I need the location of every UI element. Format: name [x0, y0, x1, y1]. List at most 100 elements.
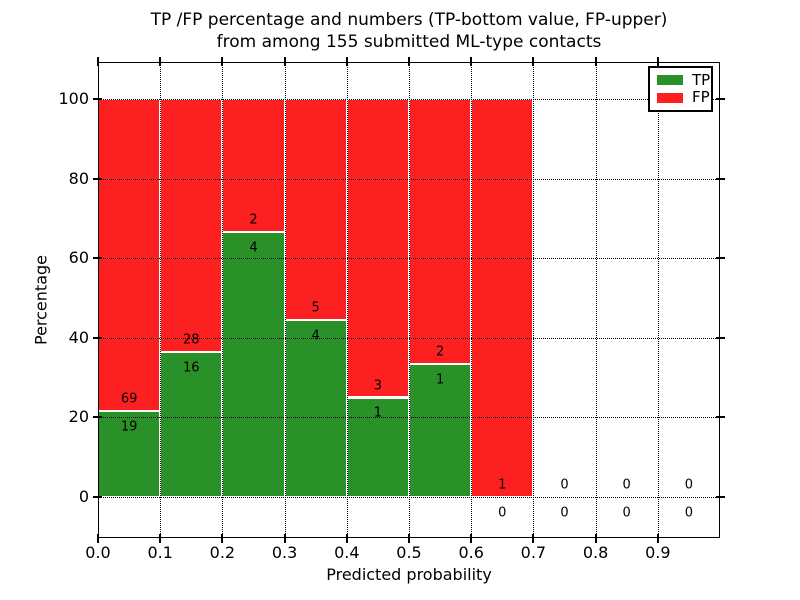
chart-title: TP /FP percentage and numbers (TP-bottom… — [98, 9, 720, 53]
x-axis-label: Predicted probability — [326, 565, 492, 584]
plot-area: 69 19 28 16 2 4 5 4 3 1 2 1 1 0 0 0 0 0 0 0 — [98, 62, 720, 538]
x-tick-mark — [159, 534, 162, 543]
x-tick-mark — [408, 534, 410, 543]
x-tick-mark-top — [532, 57, 535, 66]
fp-count-label: 0 — [560, 477, 569, 493]
vertical-gridline — [657, 62, 659, 538]
fp-count-label: 1 — [498, 477, 507, 493]
y-tick-label: 100 — [58, 89, 89, 108]
y-tick-mark — [93, 257, 102, 260]
y-tick-mark — [93, 336, 102, 339]
x-tick-label: 0.9 — [645, 543, 671, 562]
vertical-gridline — [409, 62, 410, 538]
y-tick-mark-right — [716, 496, 725, 498]
vertical-gridline — [533, 62, 535, 538]
fp-count-label: 3 — [373, 378, 383, 394]
fp-count-label: 28 — [183, 332, 200, 348]
x-tick-label: 0.7 — [520, 543, 547, 562]
y-tick-mark — [93, 98, 102, 100]
legend-entry-fp: FP — [657, 90, 710, 105]
y-tick-mark-right — [716, 98, 725, 100]
x-tick-mark-top — [97, 57, 99, 66]
x-tick-mark — [532, 534, 535, 543]
chart-title-line2: from among 155 submitted ML-type contact… — [216, 32, 602, 52]
y-tick-mark-right — [716, 336, 725, 339]
tp-count-label: 4 — [249, 240, 258, 256]
x-tick-mark-top — [345, 57, 348, 66]
legend-label-tp: TP — [692, 70, 711, 89]
tp-count-label: 4 — [311, 328, 320, 344]
x-tick-mark-top — [594, 57, 597, 66]
fp-count-label: 0 — [622, 477, 631, 493]
x-tick-label: 0.5 — [396, 543, 422, 562]
x-tick-mark-top — [470, 57, 473, 66]
y-tick-label: 20 — [68, 407, 89, 427]
y-tick-label: 0 — [78, 487, 89, 506]
x-tick-mark-top — [159, 57, 162, 66]
bar-segment-fp — [98, 99, 161, 412]
y-tick-mark-right — [716, 416, 725, 419]
vertical-gridline — [595, 62, 597, 538]
x-tick-label: 0.4 — [334, 543, 360, 562]
fp-count-label: 5 — [311, 300, 320, 316]
vertical-gridline — [222, 62, 224, 538]
bars-layer — [98, 62, 720, 538]
y-tick-mark-right — [716, 257, 725, 260]
legend-entry-tp: TP — [657, 72, 710, 88]
fp-count-label: 69 — [120, 391, 138, 407]
x-tick-mark-top — [408, 57, 410, 66]
bar-segment-fp — [346, 99, 409, 398]
tp-count-label: 1 — [373, 405, 383, 421]
horizontal-gridline — [98, 258, 720, 260]
legend: TP FP — [648, 66, 713, 112]
x-tick-mark — [345, 534, 348, 543]
x-tick-mark-top — [283, 57, 286, 66]
y-tick-label: 80 — [68, 168, 89, 188]
x-tick-mark-top — [656, 57, 659, 66]
horizontal-gridline — [98, 99, 720, 100]
bar-segment-fp — [284, 99, 347, 321]
fp-count-label: 2 — [435, 344, 445, 360]
fp-count-label: 0 — [684, 477, 694, 493]
x-tick-label: 0.3 — [271, 543, 298, 562]
vertical-gridline — [284, 62, 286, 538]
x-tick-label: 0.1 — [147, 543, 173, 562]
horizontal-gridline — [98, 417, 720, 419]
x-tick-label: 0.0 — [85, 543, 111, 562]
y-tick-mark — [93, 496, 102, 498]
horizontal-gridline — [98, 497, 720, 498]
x-tick-mark — [470, 534, 473, 543]
horizontal-gridline — [98, 178, 720, 180]
x-tick-mark — [97, 534, 99, 543]
legend-label-fp: FP — [692, 88, 710, 107]
y-tick-mark — [93, 416, 102, 419]
y-tick-mark — [93, 177, 102, 180]
fp-count-label: 2 — [249, 212, 258, 228]
bar-segment-fp — [222, 99, 285, 232]
x-tick-label: 0.8 — [582, 543, 609, 562]
x-tick-mark — [594, 534, 597, 543]
tp-count-label: 19 — [120, 419, 138, 435]
horizontal-gridline — [98, 337, 720, 339]
x-tick-label: 0.6 — [458, 543, 484, 562]
y-tick-mark-right — [716, 177, 725, 180]
bar-segment-fp — [160, 99, 223, 353]
annotations-layer: 69 19 28 16 2 4 5 4 3 1 2 1 1 0 0 0 0 0 0 0 — [98, 62, 720, 538]
y-tick-label: 40 — [68, 327, 89, 347]
tp-count-label: 0 — [560, 505, 569, 521]
bar-segment-fp — [409, 99, 472, 365]
tp-count-label: 0 — [498, 505, 507, 521]
fp-color-swatch — [657, 92, 683, 103]
tp-count-label: 16 — [183, 360, 200, 376]
vertical-gridline — [346, 62, 348, 538]
x-tick-mark — [221, 534, 224, 543]
vertical-gridline — [160, 62, 162, 538]
tp-count-label: 1 — [435, 372, 445, 388]
x-tick-mark — [656, 534, 659, 543]
x-tick-label: 0.2 — [209, 543, 236, 562]
x-tick-mark — [283, 534, 286, 543]
tp-count-label: 0 — [622, 505, 631, 521]
tp-color-swatch — [657, 75, 683, 86]
bar-segment-tp — [409, 364, 472, 497]
